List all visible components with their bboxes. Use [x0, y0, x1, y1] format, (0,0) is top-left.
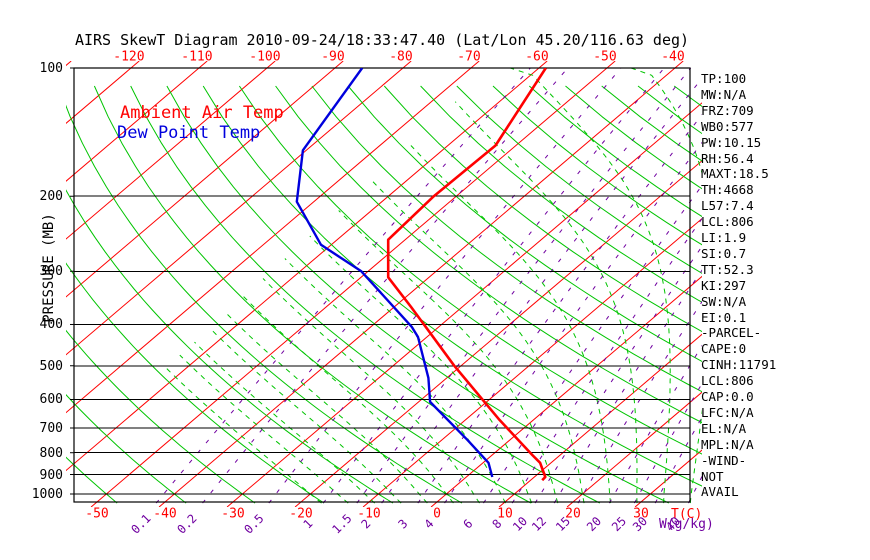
- ambient-temp-curve: [386, 68, 547, 482]
- dry-adiabat-lines: [66, 85, 702, 504]
- dew-point-curve: [295, 68, 494, 478]
- plot-border: [73, 67, 691, 503]
- sounding-curves: [295, 68, 547, 482]
- moist-adiabat-lines: [165, 67, 702, 504]
- pressure-lines: [70, 67, 690, 495]
- chart-title: AIRS SkewT Diagram 2010-09-24/18:33:47.4…: [74, 31, 690, 49]
